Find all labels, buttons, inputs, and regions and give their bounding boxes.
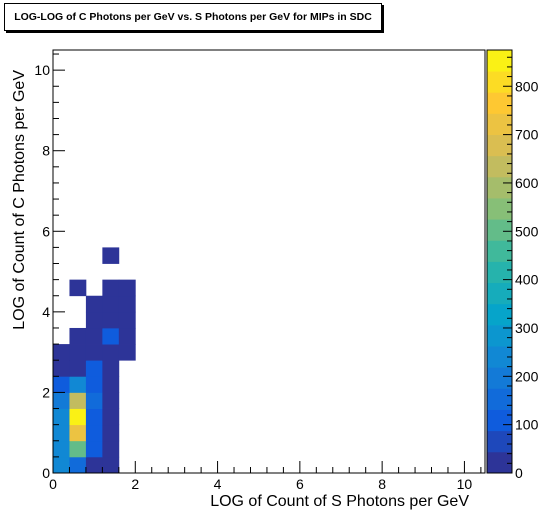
heatmap-bin [102, 295, 120, 313]
color-scale-cell [487, 388, 512, 410]
heatmap-bin [85, 440, 103, 458]
heatmap-bin [118, 344, 136, 361]
color-scale-tick-label: 800 [515, 78, 538, 94]
color-scale-cell [487, 176, 512, 199]
heatmap-bin [69, 440, 87, 458]
color-scale-tick-label: 600 [515, 175, 538, 191]
color-scale-cell [487, 155, 512, 178]
chart-title: LOG-LOG of C Photons per GeV vs. S Photo… [4, 3, 382, 31]
heatmap-bin [53, 456, 70, 474]
y-axis-label: LOG of Count of C Photons per GeV [11, 70, 28, 330]
heatmap-bin [53, 408, 70, 426]
color-scale-tick-label: 700 [515, 127, 538, 143]
y-axis: 0 2 4 6 8 10 [34, 53, 65, 481]
heatmap-bin [85, 424, 103, 442]
heatmap-bin [102, 344, 120, 361]
heatmap-bin [85, 408, 103, 426]
heatmap-bin [102, 279, 120, 297]
color-scale-cell [487, 219, 512, 241]
heatmap-bin [102, 327, 120, 345]
heatmap-bin [118, 311, 136, 329]
color-scale-cell [487, 409, 512, 432]
color-scale-tick-label: 300 [515, 320, 538, 336]
color-scale-cell [487, 261, 512, 284]
color-scale-cell [487, 71, 512, 93]
heatmap-bin [53, 440, 70, 458]
heatmap-bin [85, 376, 103, 393]
color-scale-cell [487, 198, 512, 220]
heatmap-bin [85, 456, 103, 474]
color-scale-cell [487, 50, 512, 72]
heatmap-bin [53, 376, 70, 393]
y-tick-label: 10 [34, 62, 50, 78]
color-scale-cell [487, 113, 512, 135]
heatmap-bin [102, 392, 120, 409]
x-tick-label: 0 [49, 476, 57, 492]
heatmap-bin [69, 279, 87, 297]
color-scale-frame [486, 49, 513, 474]
color-scale-cell [487, 430, 512, 453]
x-axis: 0 2 4 6 8 10 [49, 461, 482, 492]
heatmap-bin [69, 327, 87, 345]
heatmap-bin [69, 376, 87, 393]
x-tick-label: 10 [457, 476, 473, 492]
heatmap-bin [118, 327, 136, 345]
color-scale-tick-label: 500 [515, 223, 538, 239]
heatmap-bin [85, 344, 103, 361]
color-scale-cell [487, 282, 512, 305]
heatmap-bin [53, 392, 70, 409]
heatmap-bin [85, 360, 103, 377]
heatmap-bin [102, 424, 120, 442]
y-tick-label: 2 [42, 384, 50, 400]
plot-frame [52, 49, 486, 474]
color-scale-cell [487, 324, 512, 347]
color-scale-cell [487, 451, 512, 474]
heatmap-bin [85, 295, 103, 313]
heatmap-bins [53, 247, 136, 474]
heatmap-bin [69, 456, 87, 474]
heatmap-bin [69, 392, 87, 409]
heatmap-bin [53, 424, 70, 442]
y-tick-label: 8 [42, 143, 50, 159]
heatmap-bin [118, 279, 136, 297]
x-tick-label: 4 [214, 476, 222, 492]
heatmap-bin [102, 408, 120, 426]
color-scale-cell [487, 240, 512, 262]
color-scale-tick-label: 100 [515, 417, 538, 433]
y-tick-label: 0 [42, 465, 50, 481]
heatmap-bin [53, 360, 70, 377]
heatmap-bin [85, 392, 103, 409]
heatmap-bin [102, 311, 120, 329]
heatmap-bin [102, 360, 120, 377]
heatmap-bin [69, 344, 87, 361]
y-tick-label: 6 [42, 223, 50, 239]
color-scale-cell [487, 92, 512, 114]
color-scale-cell [487, 346, 512, 368]
color-scale-tick-label: 200 [515, 368, 538, 384]
heatmap-bin [85, 311, 103, 329]
y-tick-label: 4 [42, 304, 50, 320]
heatmap-bin [69, 408, 87, 426]
x-tick-label: 8 [378, 476, 386, 492]
color-scale-cell [487, 303, 512, 326]
color-scale-cell [487, 367, 512, 389]
heatmap-bin [118, 295, 136, 313]
heatmap-bin [69, 360, 87, 377]
heatmap-bin [53, 344, 70, 361]
heatmap-bin [102, 456, 120, 474]
x-tick-label: 6 [296, 476, 304, 492]
heatmap-bin [102, 247, 120, 264]
x-tick-label: 2 [131, 476, 139, 492]
color-scale-tick-label: 400 [515, 272, 538, 288]
color-scale: 0 100 200 300 400 500 600 700 800 [486, 49, 538, 481]
heatmap-bin [102, 376, 120, 393]
color-scale-cell [487, 134, 512, 157]
heatmap-bin [69, 424, 87, 442]
heatmap-bin [102, 440, 120, 458]
x-axis-label: LOG of Count of S Photons per GeV [210, 493, 469, 510]
color-scale-tick-label: 0 [515, 465, 523, 481]
heatmap-bin [85, 327, 103, 345]
